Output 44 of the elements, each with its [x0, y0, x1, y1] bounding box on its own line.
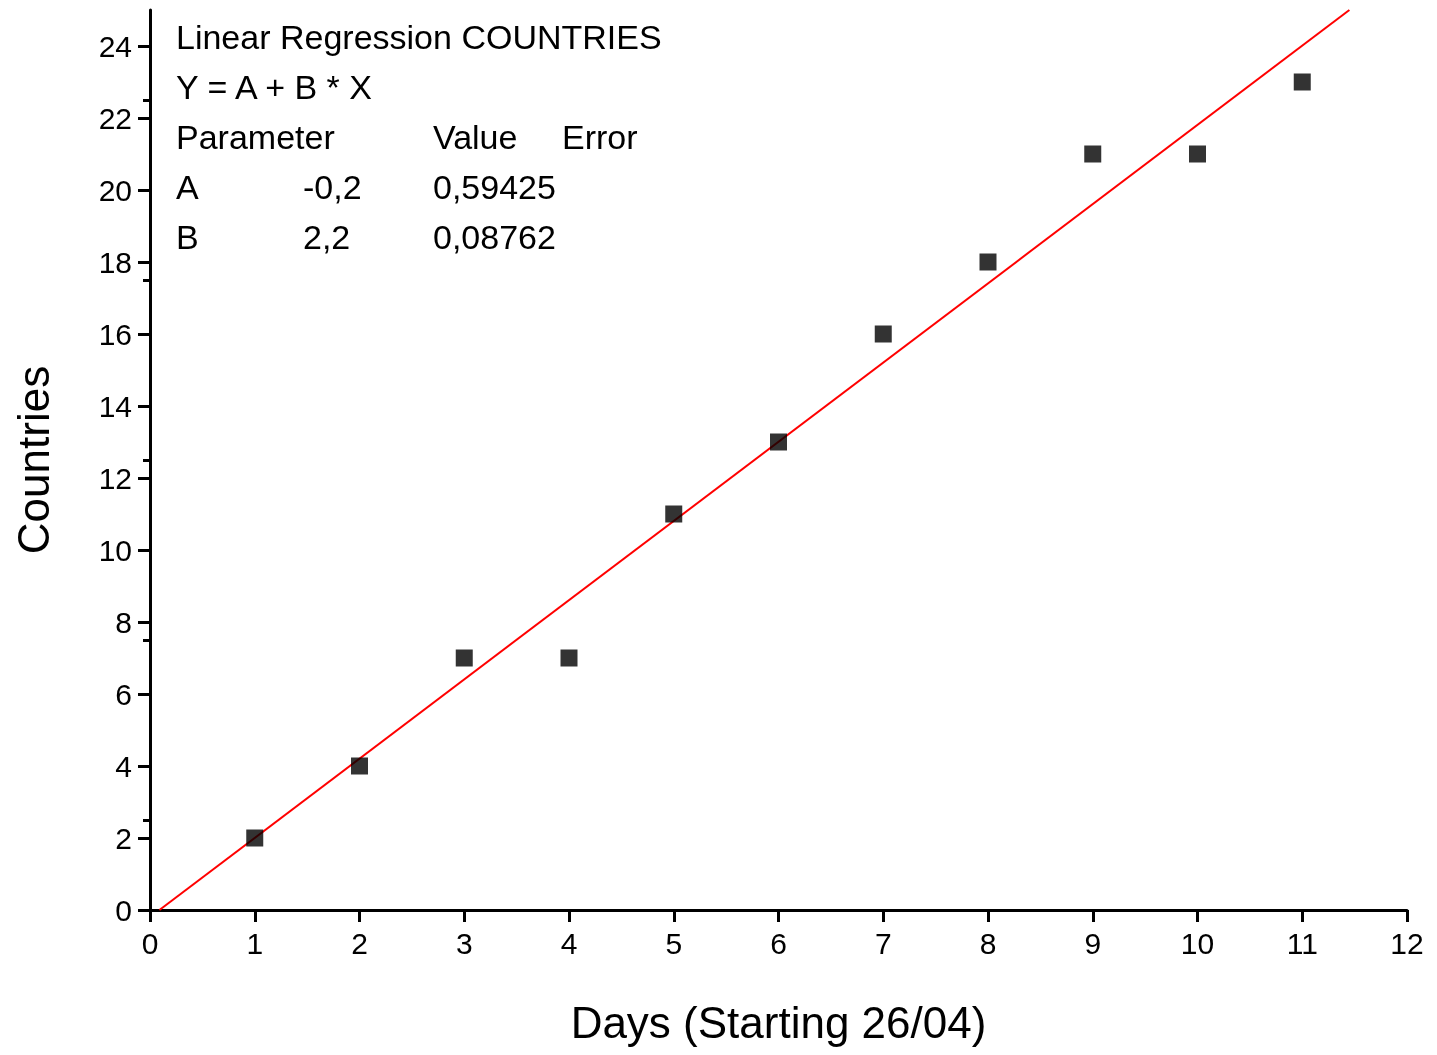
- x-tick-label: 8: [979, 926, 997, 960]
- text: B 2,2 0,08762: [176, 218, 556, 256]
- y-tick-label: 18: [98, 245, 132, 279]
- point: [1189, 145, 1206, 163]
- y-tick-label: 2: [115, 821, 132, 855]
- x-tick-label: 1: [246, 926, 264, 960]
- x-tick-label: 6: [770, 926, 787, 960]
- x-tick-label: 4: [560, 926, 578, 960]
- y-tick-label: 14: [98, 389, 132, 423]
- point: [979, 253, 997, 271]
- y-tick-label: 6: [115, 677, 132, 711]
- x-tick-label: 7: [874, 926, 892, 960]
- y-tick-label: 4: [115, 749, 132, 783]
- y-tick-label: 20: [98, 173, 132, 207]
- y-tick-label: 10: [98, 533, 132, 567]
- y-tick-label: 8: [115, 605, 132, 639]
- x-tick-label: 11: [1286, 926, 1318, 960]
- x-tick-label: 12: [1390, 926, 1424, 960]
- y-tick-label: 12: [98, 461, 132, 495]
- point: [665, 505, 683, 523]
- annotation: Y = A + B * X: [176, 68, 372, 106]
- x-tick-label: 0: [141, 926, 159, 960]
- y-tick-label: 16: [98, 317, 132, 351]
- y-tick-label: 24: [98, 29, 132, 63]
- y-tick-label: 22: [98, 101, 132, 135]
- point: [874, 325, 892, 343]
- text: A -0,2 0,59425: [176, 168, 556, 206]
- x-tick-label: 9: [1084, 926, 1102, 960]
- x-tick-label: 5: [665, 926, 683, 960]
- x-tick-label: 2: [351, 926, 368, 960]
- point: [1084, 145, 1102, 163]
- point: [770, 433, 787, 451]
- text: Parameter Value Error: [176, 118, 638, 156]
- annotation: Linear Regression COUNTRIES: [176, 18, 662, 56]
- x-tick-label: 10: [1180, 926, 1215, 960]
- point: [560, 649, 578, 667]
- x-tick-label: 3: [455, 926, 473, 960]
- y-tick-label: 0: [115, 893, 132, 927]
- point: [246, 829, 264, 847]
- point: [455, 649, 473, 667]
- point: [1293, 73, 1311, 91]
- y-axis-title: Countries: [8, 365, 58, 555]
- x-axis-title: Days (Starting 26/04): [570, 997, 987, 1047]
- point: [351, 757, 368, 775]
